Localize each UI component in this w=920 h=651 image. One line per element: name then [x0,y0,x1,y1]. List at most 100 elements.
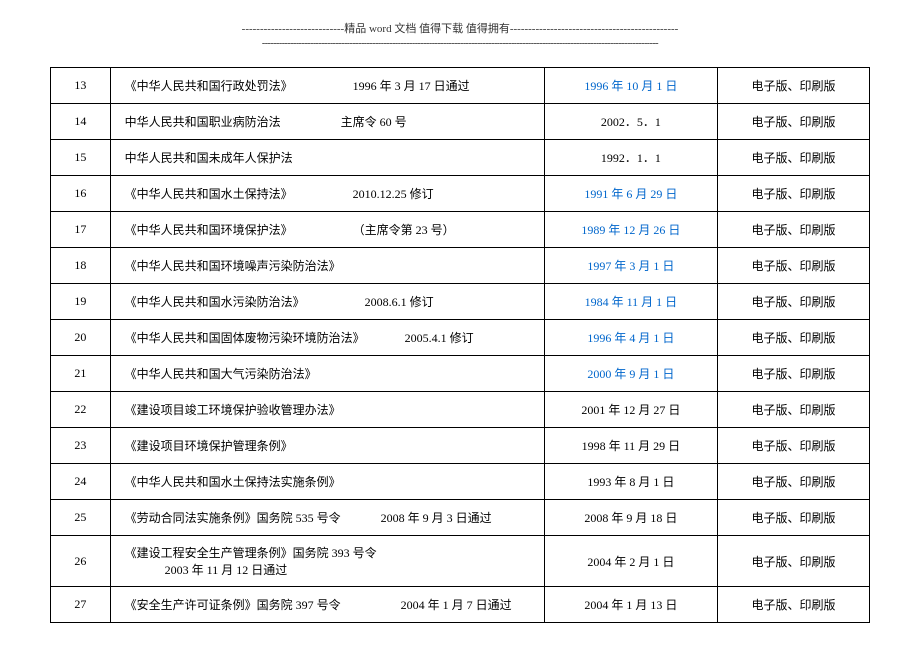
row-number: 17 [51,212,111,248]
effective-date: 2004 年 1 月 13 日 [544,587,718,623]
format-type: 电子版、印刷版 [718,104,870,140]
regulation-subinfo: 2008 年 9 月 3 日通过 [381,509,492,526]
effective-date: 1992．1．1 [544,140,718,176]
format-type: 电子版、印刷版 [718,464,870,500]
regulation-name: 《中华人民共和国固体废物污染环境防治法》 2005.4.1 修订 [110,320,544,356]
regulation-name: 《劳动合同法实施条例》国务院 535 号令 2008 年 9 月 3 日通过 [110,500,544,536]
format-type: 电子版、印刷版 [718,356,870,392]
table-row: 18《中华人民共和国环境噪声污染防治法》1997 年 3 月 1 日电子版、印刷… [51,248,870,284]
row-number: 22 [51,392,111,428]
regulation-title: 《建设项目环境保护管理条例》 [125,439,293,453]
format-type: 电子版、印刷版 [718,68,870,104]
regulation-title: 中华人民共和国未成年人保护法 [125,151,293,165]
format-type: 电子版、印刷版 [718,284,870,320]
regulation-name: 《安全生产许可证条例》国务院 397 号令 2004 年 1 月 7 日通过 [110,587,544,623]
regulation-subinfo: 2010.12.25 修订 [353,185,434,202]
regulation-name: 《中华人民共和国水土保持法实施条例》 [110,464,544,500]
row-number: 20 [51,320,111,356]
table-row: 27 《安全生产许可证条例》国务院 397 号令 2004 年 1 月 7 日通过 2… [51,587,870,623]
table-row: 15 中华人民共和国未成年人保护法 1992．1．1电子版、印刷版 [51,140,870,176]
table-row: 24 《中华人民共和国水土保持法实施条例》 1993 年 8 月 1 日电子版、印刷… [51,464,870,500]
effective-date: 1998 年 11 月 29 日 [544,428,718,464]
format-type: 电子版、印刷版 [718,428,870,464]
row-number: 15 [51,140,111,176]
table-row: 19《中华人民共和国水污染防治法》2008.6.1 修订1984 年 11 月 … [51,284,870,320]
page-header-dashes: ----------------------------------------… [50,38,870,49]
regulation-name: 《中华人民共和国环境保护法》 （主席令第 23 号） [110,212,544,248]
effective-date[interactable]: 2000 年 9 月 1 日 [544,356,718,392]
regulation-name: 《建设项目环境保护管理条例》 [110,428,544,464]
regulation-subinfo: 1996 年 3 月 17 日通过 [353,77,470,94]
effective-date[interactable]: 1996 年 4 月 1 日 [544,320,718,356]
regulation-subinfo: 2005.4.1 修订 [405,329,474,346]
regulation-name: 中华人民共和国未成年人保护法 [110,140,544,176]
table-row: 21 《中华人民共和国大气污染防治法》 2000 年 9 月 1 日电子版、印刷版 [51,356,870,392]
table-row: 22 《建设项目竣工环境保护验收管理办法》 2001 年 12 月 27 日电子版、… [51,392,870,428]
row-number: 21 [51,356,111,392]
regulation-title: 《劳动合同法实施条例》国务院 535 号令 [125,511,341,525]
regulation-subinfo: 主席令 60 号 [341,113,407,130]
table-row: 14 中华人民共和国职业病防治法 主席令 60 号 2002．5．1电子版、印刷版 [51,104,870,140]
row-number: 24 [51,464,111,500]
table-row: 25 《劳动合同法实施条例》国务院 535 号令 2008 年 9 月 3 日通过 2… [51,500,870,536]
regulation-title: 《中华人民共和国环境保护法》 [125,223,293,237]
row-number: 25 [51,500,111,536]
format-type: 电子版、印刷版 [718,140,870,176]
regulation-name: 《建设项目竣工环境保护验收管理办法》 [110,392,544,428]
row-number: 14 [51,104,111,140]
regulation-name: 《建设工程安全生产管理条例》国务院 393 号令2003 年 11 月 12 日… [110,536,544,587]
format-type: 电子版、印刷版 [718,536,870,587]
regulation-title: 中华人民共和国职业病防治法 [125,115,281,129]
table-row: 23 《建设项目环境保护管理条例》 1998 年 11 月 29 日电子版、印刷版 [51,428,870,464]
effective-date[interactable]: 1984 年 11 月 1 日 [544,284,718,320]
effective-date: 2002．5．1 [544,104,718,140]
regulation-title: 《中华人民共和国水污染防治法》 [125,295,305,309]
row-number: 18 [51,248,111,284]
table-row: 20 《中华人民共和国固体废物污染环境防治法》 2005.4.1 修订 1996 年 … [51,320,870,356]
format-type: 电子版、印刷版 [718,320,870,356]
row-number: 19 [51,284,111,320]
regulation-name: 《中华人民共和国行政处罚法》 1996 年 3 月 17 日通过 [110,68,544,104]
format-type: 电子版、印刷版 [718,392,870,428]
format-type: 电子版、印刷版 [718,176,870,212]
regulation-title: 《中华人民共和国固体废物污染环境防治法》 [125,331,365,345]
regulation-title: 《中华人民共和国大气污染防治法》 [125,367,317,381]
regulation-title: 《安全生产许可证条例》国务院 397 号令 [125,598,341,612]
effective-date[interactable]: 1989 年 12 月 26 日 [544,212,718,248]
regulation-title: 《中华人民共和国水土保持法实施条例》 [125,475,341,489]
table-row: 26《建设工程安全生产管理条例》国务院 393 号令2003 年 11 月 12… [51,536,870,587]
page-header-line: ----------------------------精品 word 文档 值… [50,20,870,36]
regulation-subinfo: （主席令第 23 号） [353,221,455,238]
regulation-name: 《中华人民共和国水土保持法》 2010.12.25 修订 [110,176,544,212]
regulation-name: 《中华人民共和国水污染防治法》2008.6.1 修订 [110,284,544,320]
table-row: 17 《中华人民共和国环境保护法》 （主席令第 23 号） 1989 年 12 月 2… [51,212,870,248]
effective-date: 2004 年 2 月 1 日 [544,536,718,587]
row-number: 23 [51,428,111,464]
effective-date[interactable]: 1996 年 10 月 1 日 [544,68,718,104]
regulation-title: 《建设项目竣工环境保护验收管理办法》 [125,403,341,417]
regulations-table: 13 《中华人民共和国行政处罚法》 1996 年 3 月 17 日通过 1996 年 … [50,67,870,623]
regulation-name: 《中华人民共和国环境噪声污染防治法》 [110,248,544,284]
effective-date: 2008 年 9 月 18 日 [544,500,718,536]
row-number: 13 [51,68,111,104]
regulation-name: 中华人民共和国职业病防治法 主席令 60 号 [110,104,544,140]
regulation-title: 《建设工程安全生产管理条例》国务院 393 号令 [125,546,377,560]
format-type: 电子版、印刷版 [718,587,870,623]
effective-date: 2001 年 12 月 27 日 [544,392,718,428]
table-row: 16 《中华人民共和国水土保持法》 2010.12.25 修订 1991 年 6 月 … [51,176,870,212]
format-type: 电子版、印刷版 [718,212,870,248]
regulation-title: 《中华人民共和国环境噪声污染防治法》 [125,259,341,273]
effective-date[interactable]: 1997 年 3 月 1 日 [544,248,718,284]
regulation-title: 《中华人民共和国行政处罚法》 [125,79,293,93]
row-number: 27 [51,587,111,623]
table-row: 13 《中华人民共和国行政处罚法》 1996 年 3 月 17 日通过 1996 年 … [51,68,870,104]
regulation-title: 《中华人民共和国水土保持法》 [125,187,293,201]
row-number: 26 [51,536,111,587]
regulation-subinfo: 2004 年 1 月 7 日通过 [401,596,512,613]
regulation-name: 《中华人民共和国大气污染防治法》 [110,356,544,392]
effective-date: 1993 年 8 月 1 日 [544,464,718,500]
format-type: 电子版、印刷版 [718,500,870,536]
row-number: 16 [51,176,111,212]
regulation-subinfo: 2003 年 11 月 12 日通过 [165,561,288,578]
effective-date[interactable]: 1991 年 6 月 29 日 [544,176,718,212]
